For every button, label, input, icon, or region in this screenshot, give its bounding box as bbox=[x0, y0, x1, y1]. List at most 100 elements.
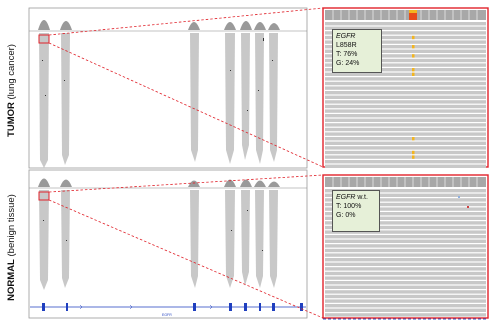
variant-base-mark bbox=[412, 54, 415, 58]
normal-mismatch-red bbox=[467, 206, 469, 208]
read-row bbox=[325, 281, 486, 285]
read-row bbox=[325, 267, 486, 271]
read-row bbox=[325, 193, 486, 197]
read-row bbox=[325, 262, 486, 266]
read-row bbox=[325, 271, 486, 276]
read-row bbox=[325, 212, 486, 216]
read-row bbox=[325, 230, 486, 234]
normal-mismatch-dots bbox=[43, 210, 263, 251]
read-row bbox=[325, 253, 486, 257]
read-row bbox=[325, 164, 486, 168]
read-row bbox=[325, 72, 486, 76]
normal-highlight-box bbox=[38, 191, 50, 201]
variant-base-mark bbox=[412, 150, 415, 155]
variant-base-mark bbox=[412, 137, 415, 141]
read-row bbox=[325, 86, 486, 90]
read-row bbox=[325, 123, 486, 127]
read-row bbox=[325, 225, 486, 230]
normal-coverage-track bbox=[38, 178, 280, 187]
read-row bbox=[325, 132, 486, 136]
read-row bbox=[325, 294, 486, 299]
tumor-alignment-panel bbox=[28, 7, 308, 169]
gene-track: EGFR bbox=[30, 303, 306, 317]
read-row bbox=[325, 40, 486, 44]
read-row bbox=[325, 114, 486, 118]
normal-g-fraction: G: 0% bbox=[336, 212, 356, 219]
read-row bbox=[325, 81, 486, 86]
tumor-zoom-reads bbox=[325, 22, 486, 168]
read-row bbox=[325, 290, 486, 294]
read-row bbox=[325, 68, 486, 72]
read-row bbox=[325, 49, 486, 53]
read-row bbox=[325, 26, 486, 30]
variant-base-mark bbox=[412, 45, 415, 49]
normal-info-box: EGFR w.t. T: 100% G: 0% bbox=[332, 190, 380, 232]
variant-base-mark bbox=[412, 68, 415, 72]
read-row bbox=[325, 160, 486, 164]
normal-zoom-coverage bbox=[325, 177, 486, 187]
tumor-g-fraction: G: 24% bbox=[336, 60, 360, 67]
variant-base-mark bbox=[412, 155, 415, 159]
read-row bbox=[325, 54, 486, 58]
read-row bbox=[325, 304, 486, 308]
normal-alignment-panel: EGFR bbox=[28, 169, 308, 319]
read-row bbox=[325, 91, 486, 95]
tumor-t-fraction: T: 76% bbox=[336, 51, 358, 58]
read-row bbox=[325, 109, 486, 113]
read-row bbox=[325, 35, 486, 40]
tumor-mutation: L858R bbox=[336, 42, 357, 49]
normal-mismatch-blue bbox=[458, 196, 460, 198]
read-row bbox=[325, 235, 486, 239]
read-row bbox=[325, 137, 486, 141]
normal-read-stacks bbox=[39, 190, 278, 290]
read-row bbox=[325, 104, 486, 109]
normal-zoom-reads bbox=[325, 189, 486, 317]
tumor-zoom-coverage bbox=[325, 10, 486, 20]
tumor-zoom-panel bbox=[322, 7, 489, 168]
read-row bbox=[325, 239, 486, 243]
variant-base-mark bbox=[412, 35, 415, 40]
tumor-mismatch-dots bbox=[42, 38, 273, 111]
read-row bbox=[325, 189, 486, 193]
read-row bbox=[325, 45, 486, 49]
normal-mutation: w.t. bbox=[357, 194, 368, 201]
normal-gene: EGFR bbox=[336, 194, 356, 201]
read-row bbox=[325, 100, 486, 104]
read-row bbox=[325, 150, 486, 155]
tumor-highlight-box bbox=[38, 34, 50, 44]
read-row bbox=[325, 299, 486, 303]
read-row bbox=[325, 63, 486, 67]
read-row bbox=[325, 198, 486, 202]
read-row bbox=[325, 221, 486, 225]
read-row bbox=[325, 77, 486, 81]
read-row bbox=[325, 244, 486, 248]
read-row bbox=[325, 127, 486, 132]
tumor-coverage-track bbox=[38, 20, 280, 30]
read-row bbox=[325, 146, 486, 150]
read-row bbox=[325, 285, 486, 289]
variant-base-mark bbox=[412, 72, 415, 76]
tumor-info-box: EGFR L858R T: 76% G: 24% bbox=[332, 29, 382, 73]
read-row bbox=[325, 313, 486, 317]
read-row bbox=[325, 31, 486, 35]
read-row bbox=[325, 216, 486, 220]
read-row bbox=[325, 207, 486, 211]
read-row bbox=[325, 118, 486, 122]
read-row bbox=[325, 202, 486, 207]
read-row bbox=[325, 248, 486, 253]
normal-t-fraction: T: 100% bbox=[336, 203, 362, 210]
normal-zoom-panel bbox=[322, 174, 489, 319]
read-row bbox=[325, 141, 486, 145]
read-row bbox=[325, 58, 486, 63]
zoom-connector-lines bbox=[48, 7, 324, 319]
read-row bbox=[325, 276, 486, 280]
tumor-gene: EGFR bbox=[336, 33, 356, 40]
read-row bbox=[325, 22, 486, 26]
tumor-read-stacks bbox=[39, 33, 278, 168]
read-row bbox=[325, 155, 486, 159]
read-row bbox=[325, 308, 486, 312]
read-row bbox=[325, 258, 486, 262]
gene-track-label: EGFR bbox=[162, 313, 172, 317]
read-row bbox=[325, 95, 486, 99]
